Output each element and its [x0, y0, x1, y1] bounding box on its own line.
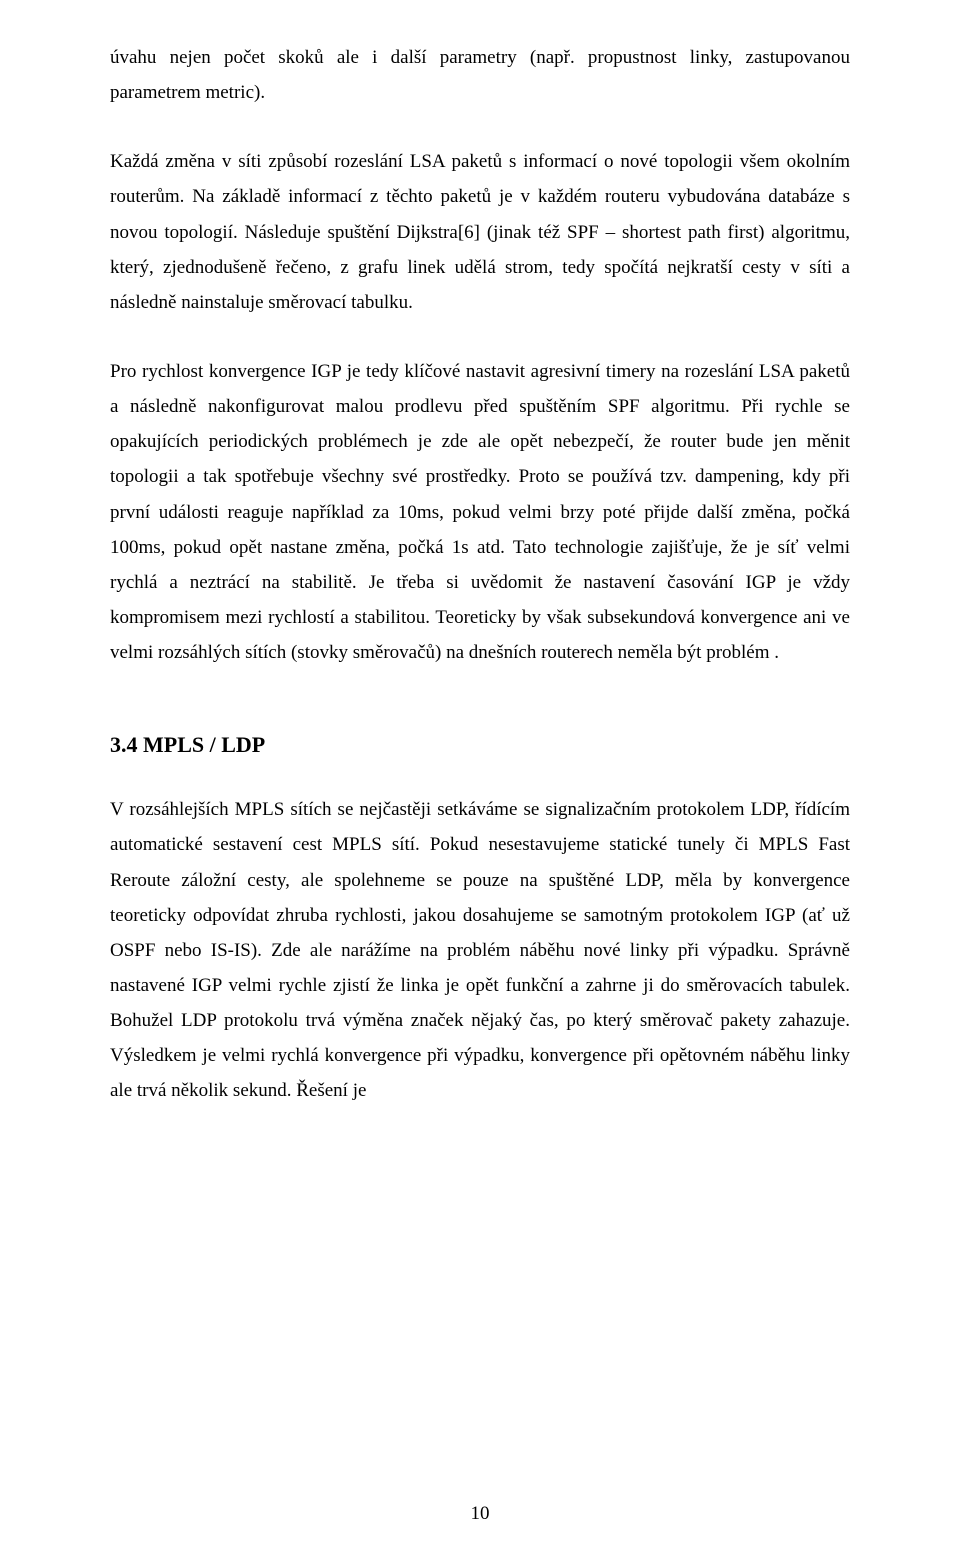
page-number: 10 [0, 1503, 960, 1525]
paragraph-2: Každá změna v síti způsobí rozeslání LSA… [110, 144, 850, 320]
paragraph-4: V rozsáhlejších MPLS sítích se nejčastěj… [110, 792, 850, 1108]
section-heading-mpls-ldp: 3.4 MPLS / LDP [110, 732, 850, 758]
page-container: úvahu nejen počet skoků ale i další para… [0, 0, 960, 1563]
paragraph-3: Pro rychlost konvergence IGP je tedy klí… [110, 354, 850, 670]
paragraph-1: úvahu nejen počet skoků ale i další para… [110, 40, 850, 110]
